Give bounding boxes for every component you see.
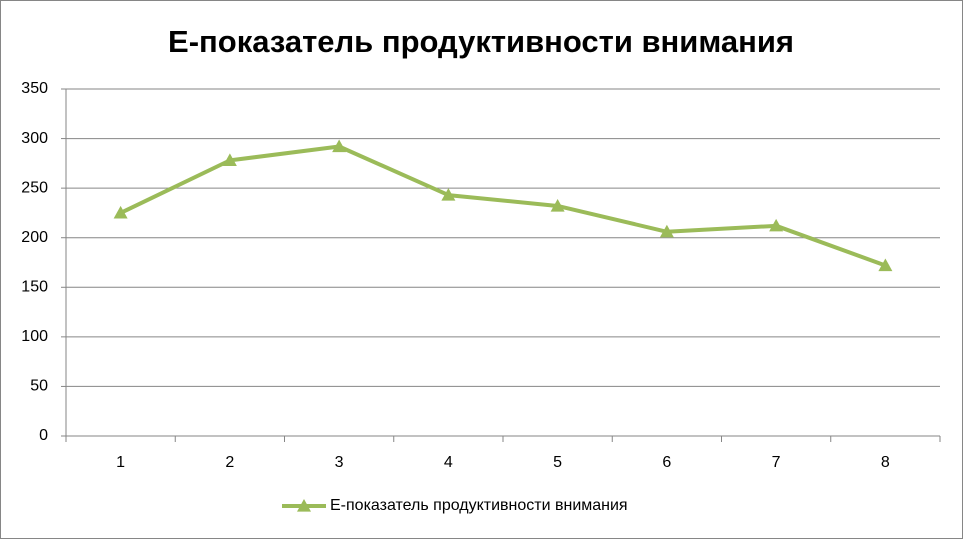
x-tick-label: 8 — [881, 454, 890, 471]
x-tick-label: 3 — [335, 454, 344, 471]
y-tick-label: 200 — [21, 229, 48, 246]
legend-label: Е-показатель продуктивности внимания — [330, 497, 628, 514]
y-tick-label: 350 — [21, 80, 48, 97]
chart-title: Е-показатель продуктивности внимания — [168, 24, 794, 59]
series-line — [119, 144, 887, 268]
point-marker — [441, 188, 456, 201]
y-tick-label: 250 — [21, 179, 48, 196]
point-marker — [550, 198, 565, 212]
x-tick-label: 1 — [116, 454, 125, 471]
y-tick-label: 100 — [21, 328, 48, 345]
y-tick-label: 0 — [39, 427, 48, 444]
x-tick-label: 5 — [553, 454, 562, 471]
point-marker — [878, 258, 893, 272]
x-tick-label: 7 — [772, 454, 781, 471]
y-tick-label: 300 — [21, 130, 48, 147]
point-marker — [659, 224, 674, 238]
point-marker — [332, 139, 347, 153]
point-marker — [113, 205, 128, 219]
x-tick-label: 4 — [444, 454, 453, 471]
x-tick-label: 6 — [662, 454, 671, 471]
y-tick-label: 50 — [30, 378, 48, 395]
point-marker — [769, 218, 784, 232]
y-tick-label: 150 — [21, 279, 48, 296]
point-marker — [222, 153, 237, 166]
legend-marker — [297, 499, 311, 512]
x-tick-label: 2 — [225, 454, 234, 471]
